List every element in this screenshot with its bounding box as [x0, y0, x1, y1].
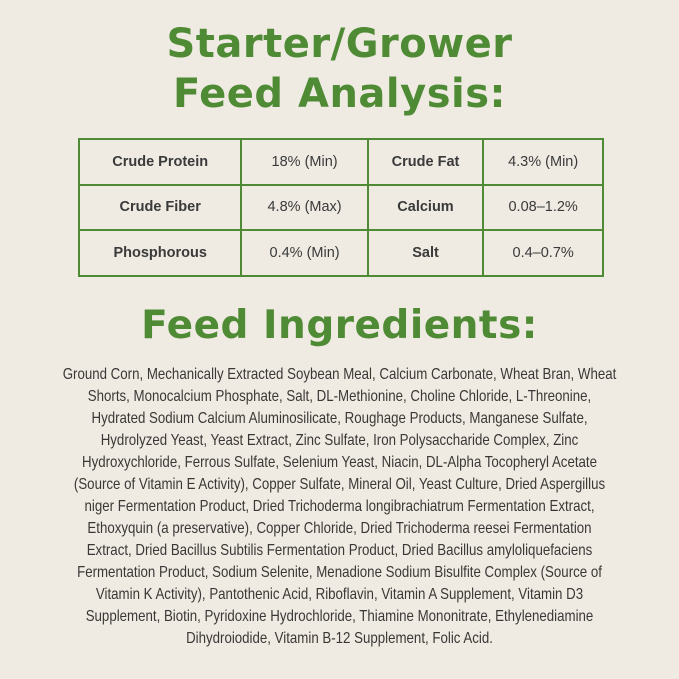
- cell-label: Calcium: [366, 183, 485, 232]
- ingredients-line: Dihydroiodide, Vitamin B-12 Supplement, …: [186, 630, 493, 647]
- cell-value: 4.3% (Min): [482, 138, 604, 186]
- ingredients-list: Ground Corn, Mechanically Extracted Soyb…: [0, 364, 679, 650]
- ingredients-line: Hydrolyzed Yeast, Yeast Extract, Zinc Su…: [100, 432, 579, 449]
- cell-value: 18% (Min): [240, 138, 369, 186]
- cell-label: Crude Fiber: [77, 183, 243, 232]
- ingredients-line: Hydroxychloride, Ferrous Sulfate, Seleni…: [81, 454, 597, 471]
- table-row: Crude Protein 18% (Min) Crude Fat 4.3% (…: [77, 138, 604, 186]
- ingredients-line: niger Fermentation Product, Dried Tricho…: [84, 498, 595, 515]
- ingredients-line: Fermentation Product, Sodium Selenite, M…: [77, 564, 602, 581]
- ingredients-line: Supplement, Biotin, Pyridoxine Hydrochlo…: [85, 608, 594, 625]
- table-row: Phosphorous 0.4% (Min) Salt 0.4–0.7%: [77, 229, 604, 277]
- ingredients-line: Extract, Dried Bacillus Subtilis Ferment…: [86, 542, 593, 559]
- title-line-1: Starter/Grower: [166, 21, 513, 67]
- cell-label: Crude Protein: [77, 138, 243, 186]
- ingredients-line: Ethoxyquin (a preservative), Copper Chlo…: [87, 520, 592, 537]
- cell-label: Phosphorous: [77, 229, 243, 277]
- cell-value: 0.08–1.2%: [482, 183, 604, 232]
- title-line-2: Feed Analysis:: [172, 71, 507, 117]
- cell-value: 0.4–0.7%: [482, 229, 604, 277]
- cell-label: Salt: [366, 229, 485, 277]
- ingredients-line: Hydrated Sodium Calcium Aluminosilicate,…: [91, 410, 588, 427]
- table-row: Crude Fiber 4.8% (Max) Calcium 0.08–1.2%: [77, 183, 604, 232]
- ingredients-line: (Source of Vitamin E Activity), Copper S…: [73, 476, 606, 493]
- ingredients-line: Vitamin K Activity), Pantothenic Acid, R…: [95, 586, 584, 603]
- feed-analysis-table: Crude Protein 18% (Min) Crude Fat 4.3% (…: [77, 138, 604, 277]
- cell-label: Crude Fat: [366, 138, 485, 186]
- ingredients-line: Shorts, Monocalcium Phosphate, Salt, DL-…: [87, 388, 592, 405]
- ingredients-heading: Feed Ingredients:: [141, 303, 538, 348]
- cell-value: 0.4% (Min): [240, 229, 369, 277]
- ingredients-line: Ground Corn, Mechanically Extracted Soyb…: [62, 366, 617, 383]
- cell-value: 4.8% (Max): [240, 183, 369, 232]
